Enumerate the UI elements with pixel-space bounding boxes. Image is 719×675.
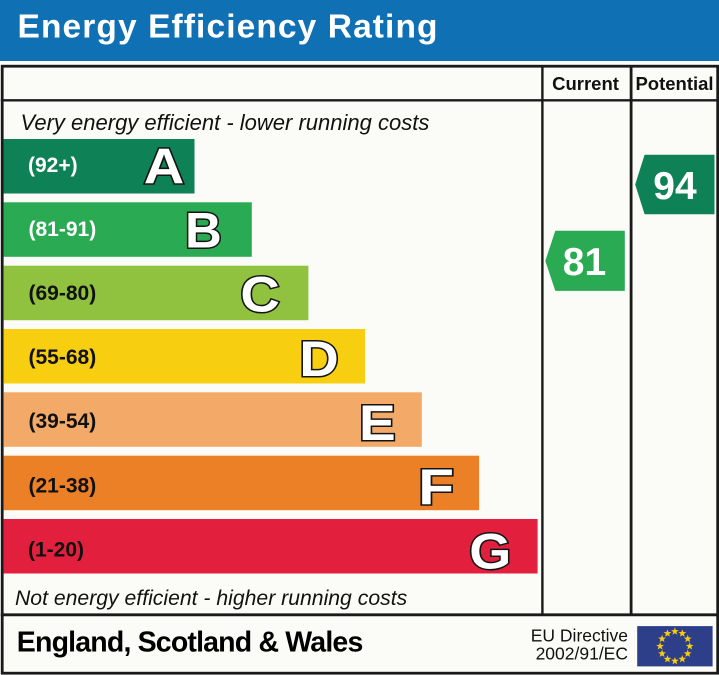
svg-text:(92+): (92+)	[28, 154, 78, 177]
svg-text:C: C	[240, 266, 279, 323]
svg-text:81: 81	[563, 241, 606, 284]
svg-text:Potential: Potential	[635, 73, 713, 94]
svg-text:(1-20): (1-20)	[28, 539, 84, 562]
svg-text:E: E	[359, 395, 396, 451]
svg-text:D: D	[299, 331, 338, 388]
svg-text:(39-54): (39-54)	[29, 410, 97, 433]
svg-text:A: A	[144, 139, 184, 195]
svg-text:F: F	[418, 458, 454, 515]
svg-text:Very energy efficient - lower: Very energy efficient - lower running co…	[21, 110, 430, 135]
svg-text:Current: Current	[552, 73, 619, 94]
svg-text:Not energy efficient - higher: Not energy efficient - higher running co…	[15, 587, 408, 610]
svg-text:EU Directive: EU Directive	[531, 626, 628, 646]
svg-text:(21-38): (21-38)	[29, 475, 97, 498]
svg-text:(55-68): (55-68)	[29, 346, 97, 369]
svg-text:Energy Efficiency Rating: Energy Efficiency Rating	[18, 8, 438, 45]
svg-text:G: G	[469, 524, 511, 580]
svg-text:94: 94	[653, 165, 697, 208]
svg-text:(81-91): (81-91)	[29, 218, 97, 241]
svg-text:2002/91/EC: 2002/91/EC	[536, 644, 628, 664]
svg-text:(69-80): (69-80)	[29, 282, 97, 305]
svg-text:B: B	[185, 202, 222, 259]
svg-text:England, Scotland & Wales: England, Scotland & Wales	[17, 626, 364, 658]
